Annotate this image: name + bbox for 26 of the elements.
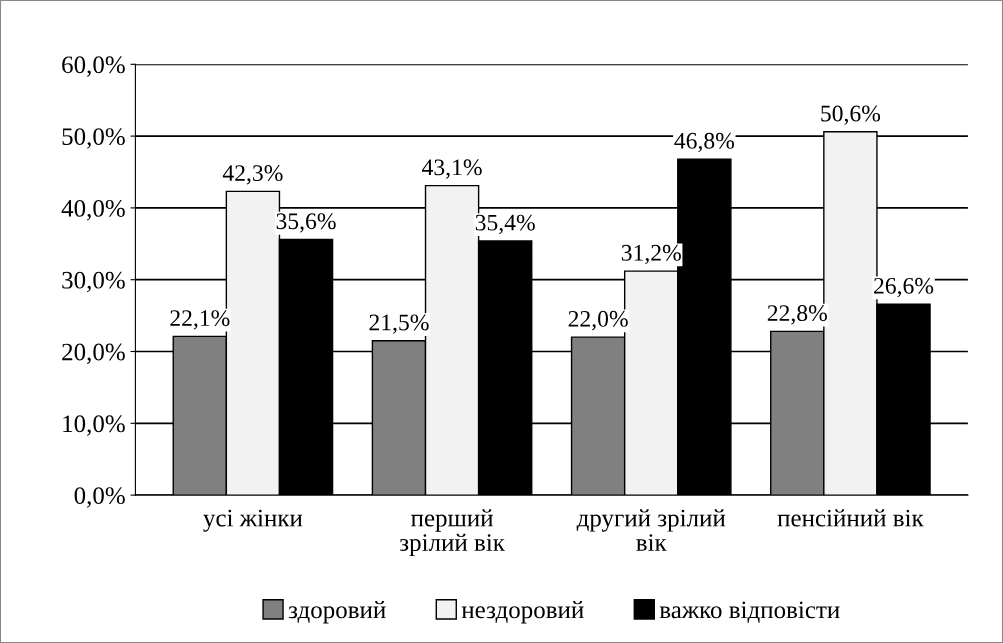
legend-label: здоровий <box>288 600 386 624</box>
x-tick-label: пенсійний вік <box>777 509 924 527</box>
y-tick-label: 0,0% <box>74 487 125 508</box>
data-label: 21,5% <box>369 314 429 334</box>
x-tick-label: перший зрілий вік <box>399 509 505 557</box>
y-tick-label: 60,0% <box>62 56 125 77</box>
data-label: 35,6% <box>276 213 336 233</box>
y-tick-label: 20,0% <box>62 343 125 365</box>
x-tick-label: другий зрілий вік <box>576 509 726 551</box>
data-label: 42,3% <box>222 165 283 185</box>
data-label: 22,8% <box>767 305 827 325</box>
data-label: 22,0% <box>568 310 628 331</box>
data-label: 46,8% <box>674 132 735 153</box>
data-label: 43,1% <box>422 159 482 179</box>
data-label: 26,6% <box>874 277 934 298</box>
data-label: 22,1% <box>170 310 230 330</box>
y-tick-label: 30,0% <box>62 271 125 293</box>
x-tick-label: усі жінки <box>203 509 303 532</box>
data-label: 50,6% <box>821 105 881 125</box>
legend-label: важко відповісти <box>659 601 840 623</box>
y-tick-label: 50,0% <box>62 128 125 149</box>
y-tick-label: 10,0% <box>63 415 125 436</box>
y-tick-label: 40,0% <box>61 199 125 221</box>
data-label: 31,2% <box>621 244 681 265</box>
data-label: 35,4% <box>475 214 535 234</box>
legend-label: нездоровий <box>461 600 584 624</box>
